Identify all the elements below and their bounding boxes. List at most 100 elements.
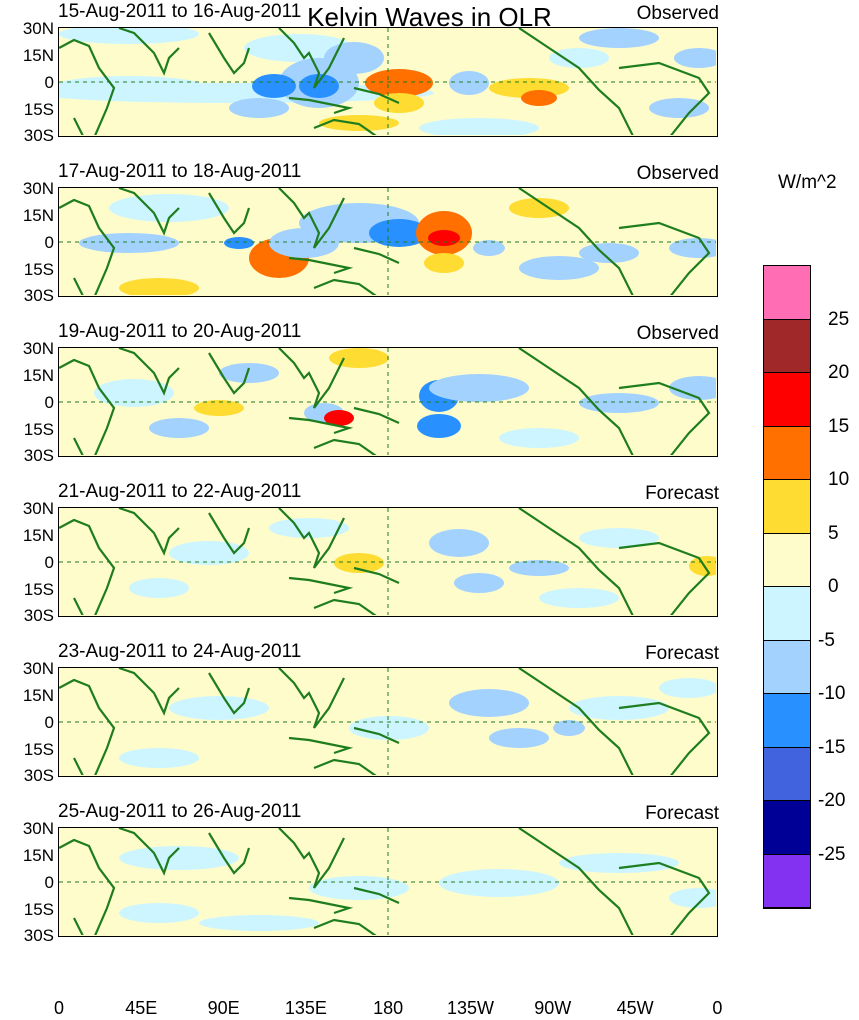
longitude-label: 180: [373, 998, 404, 1018]
latitude-label: 15N: [22, 46, 54, 65]
olr-field: [59, 188, 716, 295]
latitude-label: 30S: [23, 926, 54, 945]
coastline: [118, 828, 180, 876]
olr-anomaly: [509, 560, 569, 576]
colorbar-swatch: [764, 373, 810, 427]
coastline: [288, 736, 354, 755]
coastline: [288, 256, 354, 275]
olr-map: [58, 347, 718, 457]
longitude-label: 135W: [446, 998, 495, 1018]
coastline: [313, 918, 377, 935]
panel-type: Observed: [636, 323, 719, 344]
olr-anomaly: [109, 194, 229, 222]
colorbar-label: -20: [818, 790, 846, 811]
coastline: [353, 566, 400, 585]
colorbar-swatch: [764, 480, 810, 534]
olr-anomaly: [689, 556, 716, 576]
longitude-label: 0: [53, 998, 65, 1018]
latitude-label: 15S: [23, 740, 54, 759]
coastline: [288, 416, 354, 435]
coastline: [313, 758, 377, 775]
map-panel-3: 19-Aug-2011 to 20-Aug-2011 Observed 30N 15N…: [0, 321, 740, 471]
olr-anomaly: [334, 553, 384, 573]
latitude-label: 30N: [22, 339, 54, 358]
coastline: [278, 508, 345, 569]
olr-anomaly: [119, 903, 199, 923]
panel-type: Observed: [636, 3, 719, 24]
colorbar-label: -5: [818, 629, 835, 651]
colorbar-swatch: [764, 319, 810, 373]
colorbar-swatch: [764, 587, 810, 641]
latitude-label: 0: [44, 553, 54, 572]
colorbar-label: 5: [828, 522, 839, 544]
panel-period: 15-Aug-2011 to 16-Aug-2011: [58, 1, 302, 22]
latitude-label: 15N: [22, 686, 54, 705]
longitude-label: 45W: [616, 998, 654, 1018]
olr-anomaly: [553, 720, 585, 736]
olr-anomaly: [194, 400, 244, 416]
olr-field: [59, 828, 716, 935]
coastline: [618, 541, 711, 615]
colorbar-swatch: [764, 426, 810, 480]
olr-anomaly: [299, 74, 339, 98]
panel-period: 25-Aug-2011 to 26-Aug-2011: [58, 801, 302, 822]
coastline: [618, 221, 711, 295]
latitude-label: 30N: [22, 499, 54, 518]
coastline: [208, 352, 251, 395]
colorbar-label: 15: [828, 415, 850, 437]
latitude-label: 30S: [23, 446, 54, 465]
latitude-label: 30S: [23, 286, 54, 305]
coastline: [278, 668, 345, 729]
coastline: [118, 188, 180, 236]
coastline: [118, 348, 180, 396]
latitude-label: 30S: [23, 126, 54, 145]
latitude-label: 0: [44, 233, 54, 252]
coastline: [313, 118, 377, 135]
olr-anomaly: [439, 869, 559, 897]
olr-anomaly: [579, 28, 659, 48]
coastline: [59, 838, 116, 935]
coastline: [353, 406, 400, 425]
longitude-label: 90W: [534, 998, 572, 1018]
latitude-label: 15N: [22, 846, 54, 865]
olr-anomaly: [199, 915, 319, 931]
coastline: [59, 358, 116, 455]
coastline: [118, 508, 180, 556]
olr-anomaly: [454, 573, 504, 593]
olr-anomaly: [579, 393, 659, 413]
map-panel-1: 15-Aug-2011 to 16-Aug-2011 Observed 30N 15N…: [0, 1, 740, 151]
olr-anomaly: [489, 728, 549, 748]
colorbar: [763, 265, 811, 909]
coastline: [518, 188, 634, 295]
olr-anomaly: [674, 48, 716, 68]
olr-anomaly: [419, 118, 539, 135]
olr-anomaly: [417, 414, 461, 438]
olr-anomaly: [269, 518, 349, 538]
latitude-label: 0: [44, 873, 54, 892]
coastline: [518, 508, 634, 615]
colorbar-label: -10: [818, 683, 846, 704]
coastline: [618, 861, 711, 935]
olr-anomaly: [549, 48, 609, 68]
olr-anomaly: [224, 237, 254, 249]
coastline: [208, 672, 251, 715]
olr-anomaly: [429, 529, 489, 557]
longitude-label: 90E: [207, 998, 240, 1018]
colorbar-label: 0: [828, 576, 839, 597]
olr-anomaly: [428, 230, 460, 246]
olr-anomaly: [365, 69, 433, 97]
coastline: [208, 832, 251, 875]
panel-type: Forecast: [645, 643, 719, 664]
olr-map: [58, 667, 718, 777]
colorbar-swatch: [764, 694, 810, 748]
panel-type: Forecast: [645, 483, 719, 504]
olr-anomaly: [649, 98, 709, 118]
coastline: [353, 726, 400, 745]
coastline: [118, 28, 180, 76]
olr-anomaly: [149, 418, 209, 438]
coastline: [518, 668, 634, 775]
olr-anomaly: [94, 379, 174, 407]
olr-anomaly: [473, 240, 505, 256]
coastline: [59, 518, 116, 615]
olr-map: [58, 827, 718, 937]
